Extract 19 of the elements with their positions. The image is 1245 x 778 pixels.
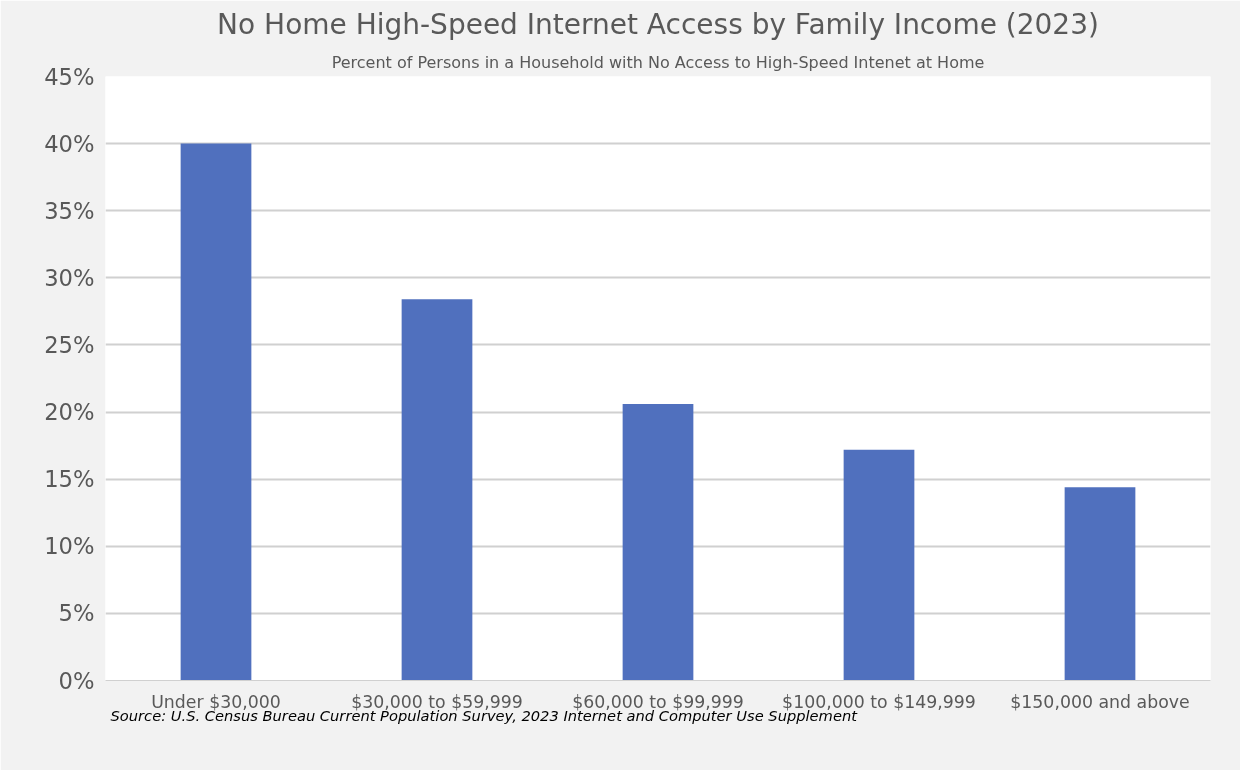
bar: [180, 143, 252, 681]
y-tick-label: 45%: [44, 63, 95, 90]
y-tick-label: 0%: [58, 667, 95, 694]
bar: [401, 299, 473, 681]
bar: [1064, 487, 1136, 681]
y-tick-label: 30%: [44, 264, 95, 291]
x-tick-label: $100,000 to $149,999: [782, 691, 976, 712]
y-tick-label: 5%: [58, 600, 95, 627]
y-tick-label: 35%: [44, 197, 95, 224]
y-tick-label: 40%: [44, 130, 95, 157]
y-tick-label: 25%: [44, 331, 95, 358]
bar: [622, 404, 694, 681]
y-tick-label: 10%: [44, 533, 95, 560]
x-tick-label: $150,000 and above: [1010, 691, 1190, 712]
y-tick-label: 20%: [44, 399, 95, 426]
y-tick-label: 15%: [44, 466, 95, 493]
chart-subtitle: Percent of Persons in a Household with No Access to High-Speed Intenet at Home: [331, 52, 985, 72]
bar: [843, 449, 915, 681]
chart-title: No Home High-Speed Internet Access by Family Income (2023): [217, 7, 1099, 41]
